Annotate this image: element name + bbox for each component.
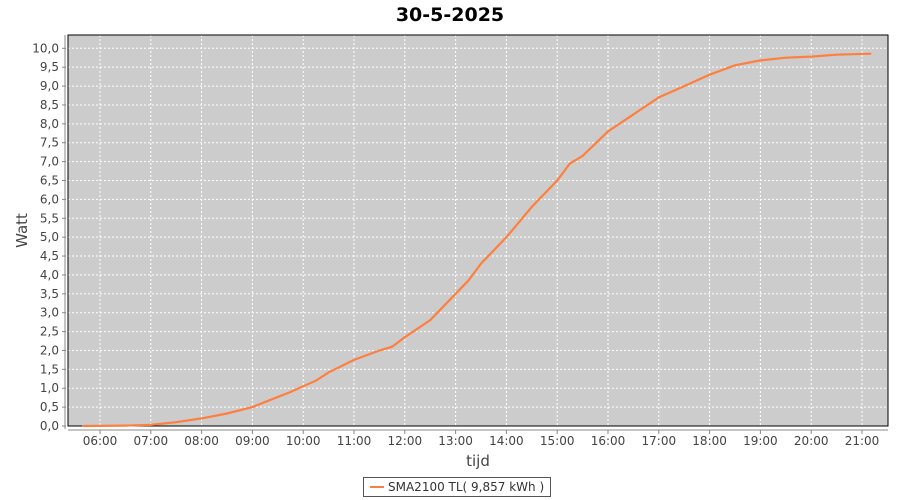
y-tick-label: 4,5 xyxy=(40,249,59,263)
y-tick-label: 7,0 xyxy=(40,155,59,169)
y-tick-label: 6,0 xyxy=(40,192,59,206)
y-tick-label: 0,5 xyxy=(40,400,59,414)
data-point xyxy=(530,205,533,208)
x-tick-label: 14:00 xyxy=(489,434,524,448)
data-point xyxy=(480,262,482,265)
data-point xyxy=(467,279,470,282)
x-tick-label: 21:00 xyxy=(845,434,880,448)
y-tick-label: 1,0 xyxy=(40,381,59,395)
data-point xyxy=(314,379,317,382)
data-point xyxy=(810,55,813,58)
x-tick-label: 08:00 xyxy=(184,434,219,448)
data-point xyxy=(149,423,152,426)
y-tick-label: 10,0 xyxy=(32,41,59,55)
y-tick-label: 3,5 xyxy=(40,287,59,301)
y-tick-label: 9,0 xyxy=(40,79,59,93)
data-point xyxy=(289,391,292,394)
x-tick-label: 07:00 xyxy=(134,434,169,448)
y-tick-label: 5,0 xyxy=(40,230,59,244)
data-point xyxy=(784,56,787,59)
data-point xyxy=(251,406,254,409)
y-tick-label: 2,0 xyxy=(40,343,59,357)
data-point xyxy=(124,424,127,427)
plot-border xyxy=(67,34,889,427)
y-tick-label: 7,5 xyxy=(40,136,59,150)
data-point xyxy=(327,371,330,374)
legend: SMA2100 TL( 9,857 kWh ) xyxy=(363,477,552,497)
data-point xyxy=(505,236,508,239)
data-point xyxy=(734,64,736,67)
data-point xyxy=(759,59,762,62)
data-point xyxy=(391,345,394,348)
x-tick-label: 09:00 xyxy=(235,434,270,448)
x-tick-label: 17:00 xyxy=(642,434,677,448)
x-tick-label: 12:00 xyxy=(388,434,423,448)
x-axis-label: tijd xyxy=(466,452,490,470)
data-point xyxy=(657,96,660,99)
y-tick-label: 5,5 xyxy=(40,211,59,225)
legend-label: SMA2100 TL( 9,857 kWh ) xyxy=(388,480,545,494)
data-point xyxy=(378,349,381,352)
data-point xyxy=(353,358,355,361)
y-tick-label: 1,5 xyxy=(40,362,59,376)
data-point xyxy=(226,412,228,415)
data-point xyxy=(200,417,203,420)
series-line xyxy=(83,52,871,428)
x-tick-label: 13:00 xyxy=(438,434,473,448)
data-point xyxy=(302,385,305,388)
chart-title: 30-5-2025 xyxy=(395,4,505,26)
data-point xyxy=(581,154,584,157)
x-tick-label: 20:00 xyxy=(794,434,829,448)
y-tick-label: 2,5 xyxy=(40,325,59,339)
x-tick-label: 10:00 xyxy=(286,434,321,448)
data-point xyxy=(82,425,85,427)
data-point xyxy=(869,52,872,55)
data-point xyxy=(708,73,711,76)
x-tick-label: 18:00 xyxy=(692,434,727,448)
y-axis-label: Watt xyxy=(13,213,31,248)
legend-swatch xyxy=(370,486,384,488)
data-point xyxy=(403,336,406,339)
x-tick-label: 11:00 xyxy=(337,434,372,448)
data-point xyxy=(568,162,571,165)
x-tick-label: 15:00 xyxy=(540,434,575,448)
y-tick-label: 0,0 xyxy=(40,419,59,433)
y-tick-label: 4,0 xyxy=(40,268,59,282)
x-tick-label: 06:00 xyxy=(83,434,118,448)
y-tick-label: 8,5 xyxy=(40,98,59,112)
data-point xyxy=(607,130,609,133)
data-point xyxy=(175,421,178,424)
data-point xyxy=(429,319,432,322)
y-tick-label: 3,0 xyxy=(40,306,59,320)
data-point xyxy=(632,113,635,116)
plot-area xyxy=(68,35,888,426)
x-tick-label: 19:00 xyxy=(743,434,778,448)
data-point xyxy=(268,399,271,402)
x-tick-label: 16:00 xyxy=(591,434,626,448)
y-tick-label: 6,5 xyxy=(40,173,59,187)
data-point xyxy=(556,179,559,182)
data-point xyxy=(835,53,838,56)
y-tick-label: 8,0 xyxy=(40,117,59,131)
y-tick-label: 9,5 xyxy=(40,60,59,74)
data-point xyxy=(454,292,457,295)
data-point xyxy=(683,85,686,88)
